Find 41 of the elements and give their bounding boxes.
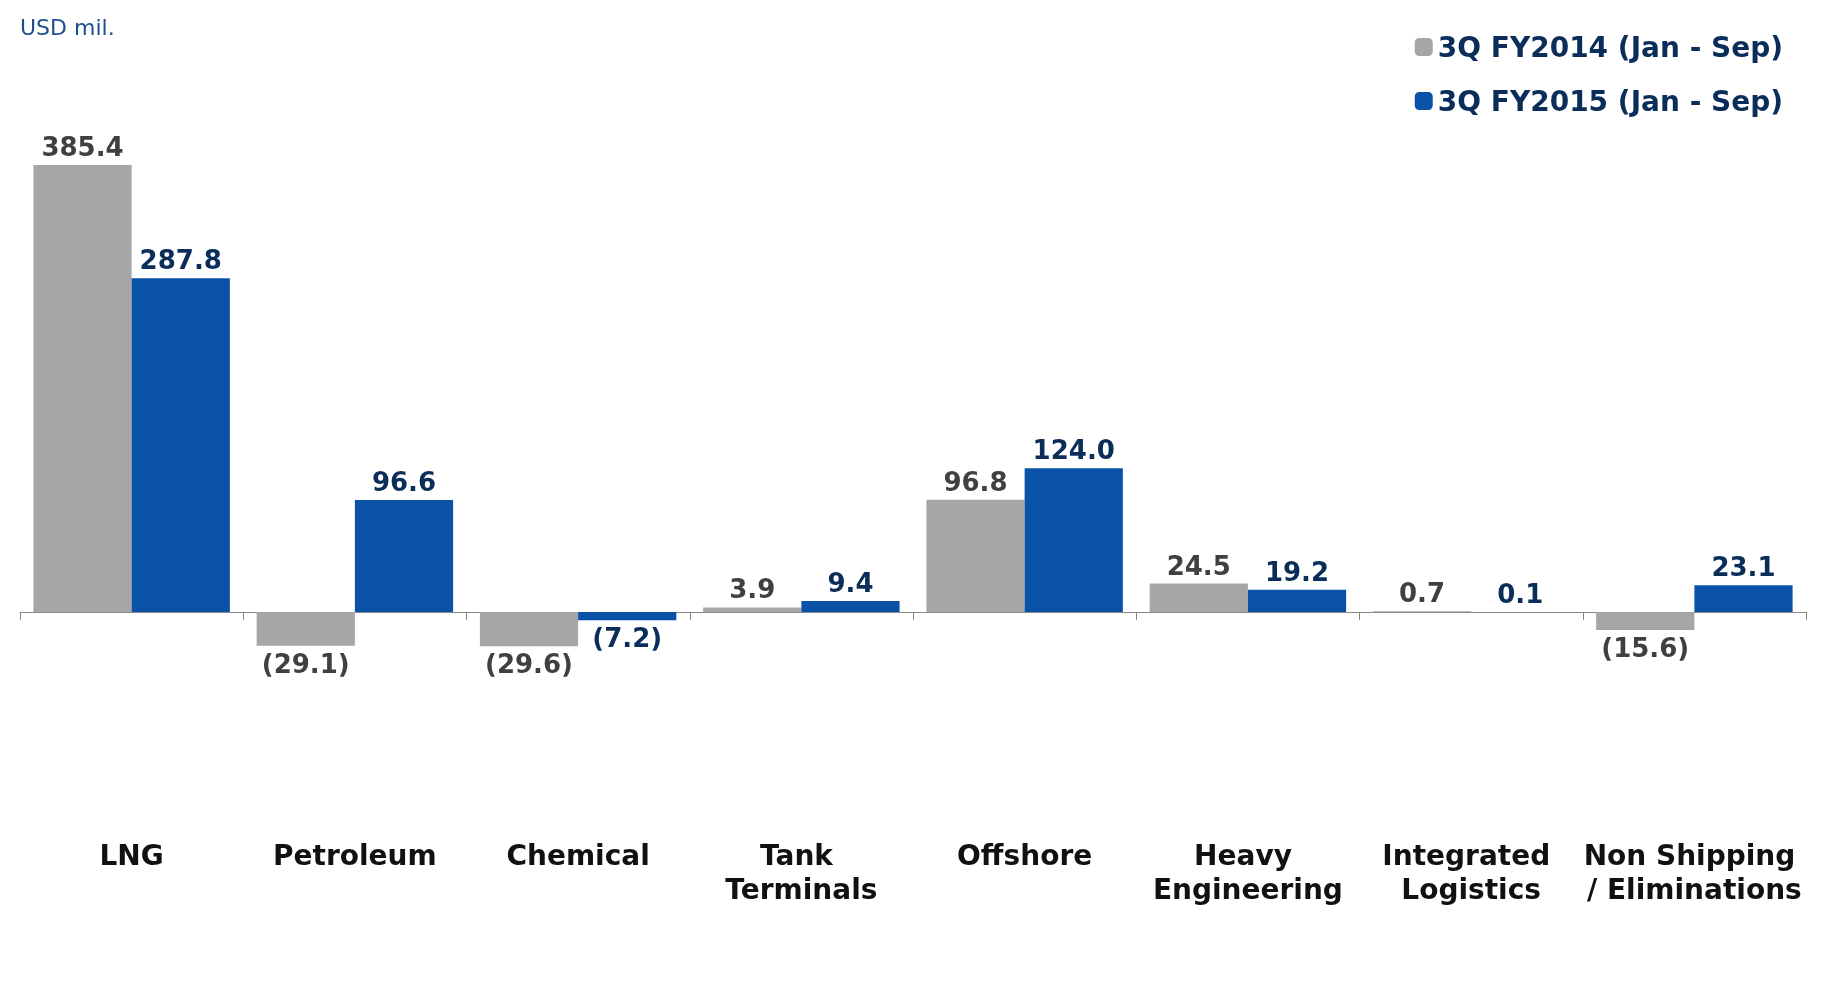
bar — [1247, 589, 1347, 612]
x-tick-label: Heavy Engineering — [1152, 838, 1343, 906]
bar — [1024, 468, 1123, 612]
data-label: (29.6) — [485, 649, 573, 680]
bar — [578, 612, 677, 621]
data-label: 0.1 — [1497, 578, 1544, 609]
data-label: 385.4 — [41, 131, 124, 162]
bar — [801, 601, 900, 612]
bar — [703, 607, 802, 612]
data-label: 24.5 — [1166, 550, 1231, 581]
data-label: 287.8 — [139, 245, 222, 276]
x-tick-label: LNG — [99, 838, 164, 872]
data-label: (7.2) — [592, 623, 663, 654]
bar — [131, 278, 230, 612]
x-tick-label: Petroleum — [273, 838, 437, 872]
bar — [1596, 612, 1695, 631]
data-label: 19.2 — [1264, 556, 1330, 587]
bar — [1694, 585, 1793, 612]
data-label: 9.4 — [827, 568, 874, 599]
bar — [33, 164, 132, 612]
bar — [926, 499, 1025, 612]
legend-label: 3Q FY2014 (Jan - Sep) — [1437, 30, 1784, 64]
x-tick-label: Integrated Logistics — [1382, 838, 1560, 906]
data-label: (29.1) — [261, 648, 350, 679]
x-tick-label: Tank Terminals — [725, 838, 878, 906]
x-tick-label: Offshore — [957, 838, 1093, 872]
bar — [354, 499, 454, 612]
data-label: 3.9 — [729, 574, 776, 605]
bar — [1149, 583, 1248, 612]
legend-label: 3Q FY2015 (Jan - Sep) — [1437, 84, 1784, 118]
data-label: 23.1 — [1711, 552, 1776, 583]
text: USD mil. — [20, 14, 115, 40]
x-tick-label: Non Shipping / Eliminations — [1583, 838, 1806, 906]
data-label: 124.0 — [1032, 435, 1115, 466]
data-label: 0.7 — [1398, 578, 1446, 609]
data-label: (15.6) — [1601, 633, 1690, 664]
bar — [256, 612, 355, 646]
x-tick-label: Chemical — [506, 838, 650, 872]
data-label: 96.6 — [371, 466, 437, 497]
bar — [479, 612, 579, 647]
data-label: 96.8 — [943, 466, 1008, 497]
